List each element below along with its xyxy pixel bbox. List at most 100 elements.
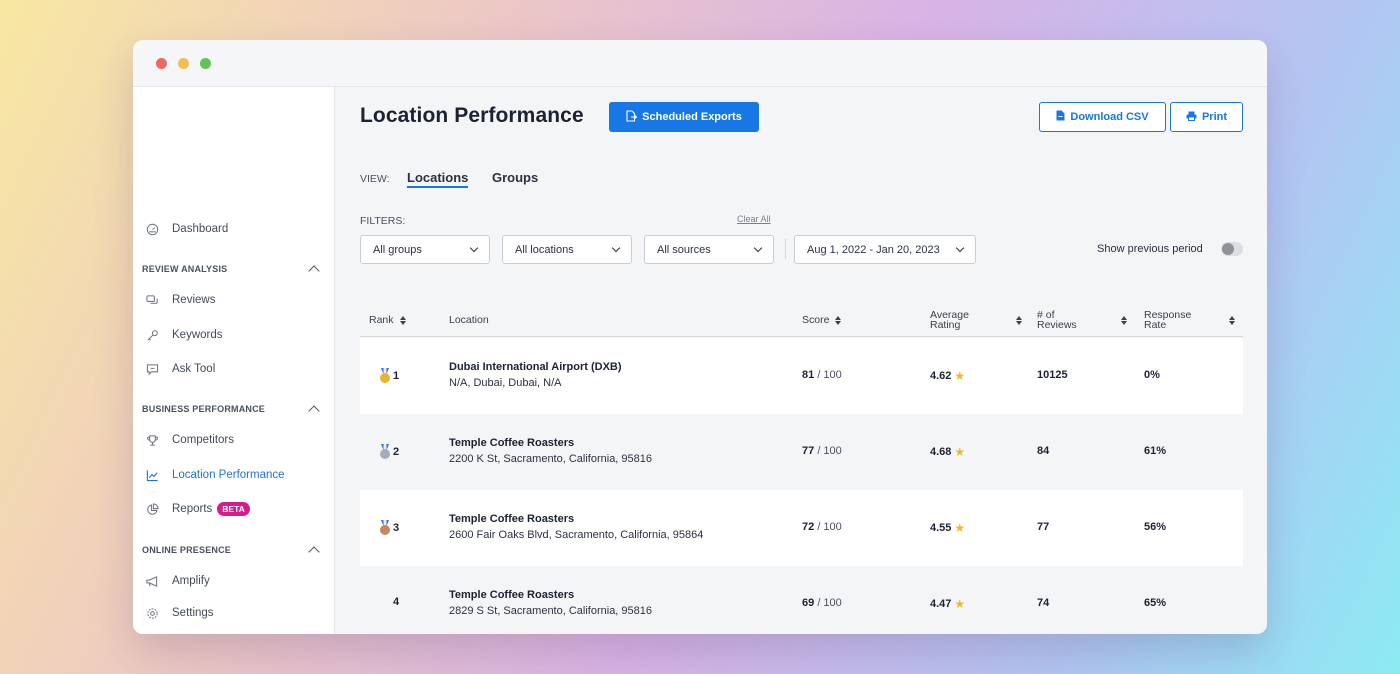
gauge-icon xyxy=(145,222,159,236)
gear-icon xyxy=(145,606,159,620)
score-max: / 100 xyxy=(817,597,842,609)
sort-icon xyxy=(1016,315,1022,325)
response-rate: 65% xyxy=(1144,597,1167,609)
trophy-icon xyxy=(145,433,159,447)
location-address: 2200 K St, Sacramento, California, 95816 xyxy=(449,453,653,465)
section-review-analysis[interactable]: REVIEW ANALYSIS xyxy=(142,262,322,277)
table-header: Rank Location Score Average Rating # of Re… xyxy=(360,303,1243,337)
sidebar-item-label: Competitors xyxy=(172,434,234,446)
table-row[interactable]: 4 Temple Coffee Roasters 2829 S St, Sacr… xyxy=(360,566,1243,634)
section-label: BUSINESS PERFORMANCE xyxy=(142,404,266,414)
column-label-line: Average xyxy=(930,309,969,321)
message-square-icon xyxy=(145,362,159,376)
column-label-line: Response xyxy=(1144,309,1192,321)
column-label: Location xyxy=(449,314,489,326)
print-label: Print xyxy=(1201,111,1228,123)
score-value: 81 xyxy=(802,369,815,381)
sort-icon xyxy=(1121,315,1127,325)
rating-cell: 4.68 ★ xyxy=(930,445,965,459)
groups-select-value: All groups xyxy=(373,243,422,256)
column-header-response-rate[interactable]: Response Rate xyxy=(1144,303,1235,337)
table-row[interactable]: 1 Dubai International Airport (DXB) N/A,… xyxy=(360,338,1243,414)
score-cell: 81 / 100 xyxy=(802,369,842,381)
app-window: Dashboard REVIEW ANALYSIS Reviews Keywor… xyxy=(133,40,1267,634)
beta-badge: BETA xyxy=(217,502,250,516)
column-header-average-rating[interactable]: Average Rating xyxy=(930,303,1022,337)
section-business-performance[interactable]: BUSINESS PERFORMANCE xyxy=(142,402,322,417)
table-row[interactable]: 2 Temple Coffee Roasters 2200 K St, Sacr… xyxy=(360,414,1243,490)
rating-value: 4.68 xyxy=(930,446,952,458)
rank-value: 2 xyxy=(393,445,400,458)
location-address: 2600 Fair Oaks Blvd, Sacramento, Califor… xyxy=(449,529,704,541)
reviews-count: 10125 xyxy=(1037,369,1068,381)
file-export-icon xyxy=(626,109,638,125)
print-button[interactable]: Print xyxy=(1170,102,1243,132)
chevron-down-icon xyxy=(753,243,763,253)
chevron-up-icon[interactable] xyxy=(308,405,320,417)
sidebar-item-label: Ask Tool xyxy=(172,363,216,375)
score-cell: 72 / 100 xyxy=(802,521,842,533)
tab-locations[interactable]: Locations xyxy=(407,170,469,188)
download-csv-label: Download CSV xyxy=(1070,111,1149,123)
rating-value: 4.62 xyxy=(930,370,952,382)
column-label-line: Rate xyxy=(1144,319,1167,331)
show-previous-period-toggle[interactable] xyxy=(1221,242,1243,256)
sidebar-item-amplify[interactable]: Amplify xyxy=(145,571,210,591)
download-csv-button[interactable]: Download CSV xyxy=(1039,102,1166,132)
column-label: Response Rate xyxy=(1144,309,1192,331)
sidebar-item-keywords[interactable]: Keywords xyxy=(145,325,223,345)
sidebar-item-label: Reports xyxy=(172,503,213,515)
score-max: / 100 xyxy=(817,521,842,533)
sidebar-item-settings[interactable]: Settings xyxy=(145,603,214,623)
date-range-select[interactable]: Aug 1, 2022 - Jan 20, 2023 xyxy=(794,235,976,264)
window-titlebar xyxy=(133,40,1267,87)
sidebar-item-reviews[interactable]: Reviews xyxy=(145,290,215,310)
close-window-button[interactable] xyxy=(156,58,167,69)
minimize-window-button[interactable] xyxy=(178,58,189,69)
response-rate: 56% xyxy=(1144,521,1167,533)
sidebar-item-reports[interactable]: Reports BETA xyxy=(145,499,250,519)
megaphone-icon xyxy=(145,574,159,588)
sidebar-item-ask-tool[interactable]: Ask Tool xyxy=(145,359,215,379)
filters-label: FILTERS: xyxy=(360,215,406,227)
column-label-line: Reviews xyxy=(1037,319,1077,331)
score-max: / 100 xyxy=(817,445,842,457)
column-header-location: Location xyxy=(449,303,489,337)
sidebar-item-label: Settings xyxy=(172,607,214,619)
score-value: 69 xyxy=(802,597,815,609)
column-header-rank[interactable]: Rank xyxy=(369,303,406,337)
file-icon xyxy=(1056,110,1065,124)
section-online-presence[interactable]: ONLINE PRESENCE xyxy=(142,543,322,558)
scheduled-exports-button[interactable]: Scheduled Exports xyxy=(609,102,759,132)
sort-icon xyxy=(1229,315,1235,325)
rank-cell: 2 xyxy=(380,444,399,459)
sidebar-item-competitors[interactable]: Competitors xyxy=(145,430,234,450)
date-range-value: Aug 1, 2022 - Jan 20, 2023 xyxy=(807,243,940,256)
reviews-count: 74 xyxy=(1037,597,1050,609)
location-name: Dubai International Airport (DXB) xyxy=(449,361,622,373)
table-row[interactable]: 3 Temple Coffee Roasters 2600 Fair Oaks … xyxy=(360,490,1243,566)
locations-select[interactable]: All locations xyxy=(502,235,632,264)
chevron-up-icon[interactable] xyxy=(308,546,320,558)
sidebar-item-label: Keywords xyxy=(172,329,223,341)
response-rate: 61% xyxy=(1144,445,1167,457)
column-header-score[interactable]: Score xyxy=(802,303,842,337)
clear-all-link[interactable]: Clear All xyxy=(737,214,771,224)
column-header-reviews[interactable]: # of Reviews xyxy=(1037,303,1127,337)
chevron-up-icon[interactable] xyxy=(308,265,320,277)
printer-icon xyxy=(1186,111,1197,124)
tab-groups[interactable]: Groups xyxy=(492,170,539,185)
reviews-count: 77 xyxy=(1037,521,1050,533)
sources-select[interactable]: All sources xyxy=(644,235,774,264)
groups-select[interactable]: All groups xyxy=(360,235,490,264)
maximize-window-button[interactable] xyxy=(200,58,211,69)
scheduled-exports-label: Scheduled Exports xyxy=(642,111,742,123)
sidebar-item-dashboard[interactable]: Dashboard xyxy=(145,219,228,239)
line-chart-icon xyxy=(145,468,159,482)
rank-value: 4 xyxy=(393,596,400,608)
score-value: 77 xyxy=(802,445,815,457)
sidebar-item-location-performance[interactable]: Location Performance xyxy=(145,465,285,485)
location-name: Temple Coffee Roasters xyxy=(449,513,575,525)
score-value: 72 xyxy=(802,521,815,533)
rating-cell: 4.55 ★ xyxy=(930,521,965,535)
